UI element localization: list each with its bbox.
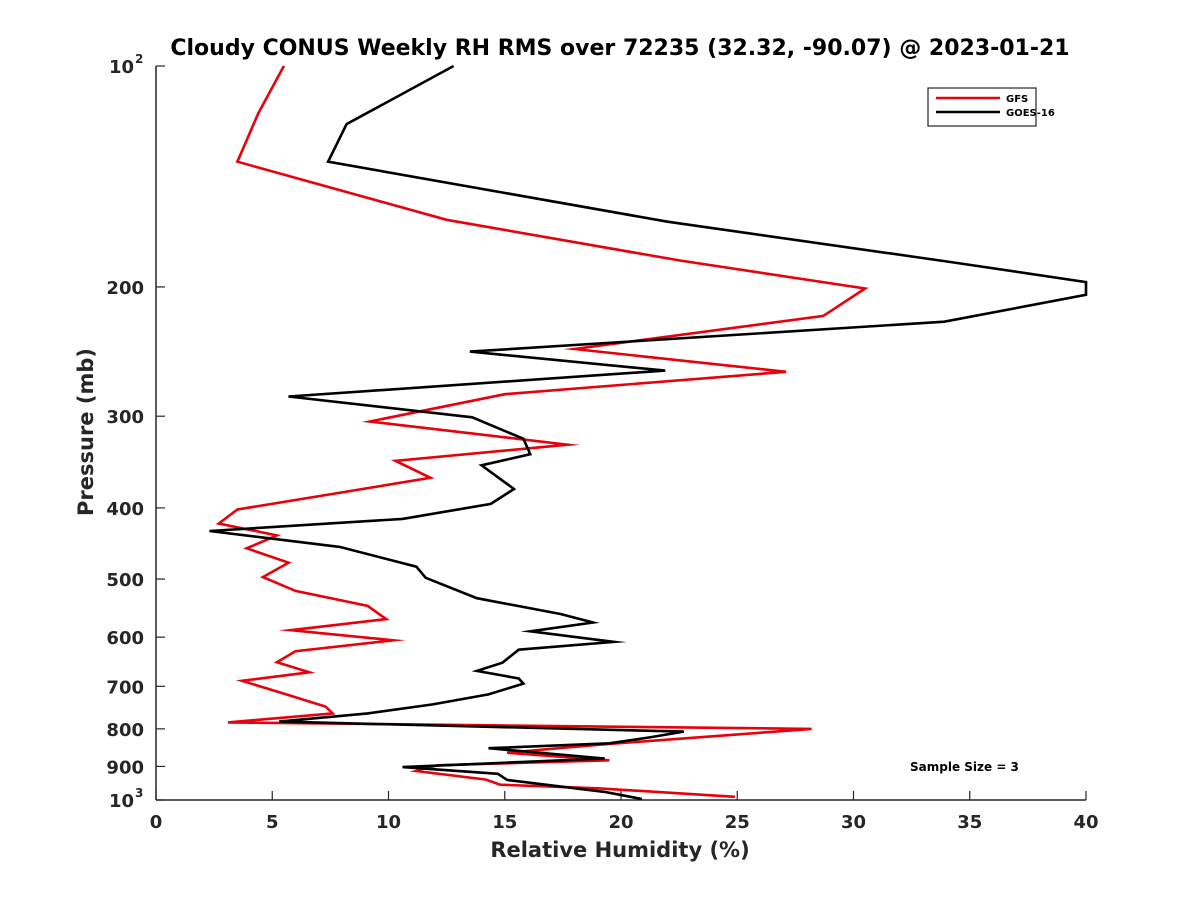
y-axis-label: Pressure (mb) (74, 348, 98, 516)
x-tick-label: 40 (1073, 812, 1098, 833)
x-tick-label: 10 (376, 812, 401, 833)
y-tick-exponent: 3 (135, 786, 143, 800)
y-tick-label-group: 10 3 (109, 786, 143, 812)
y-tick-exponent: 2 (135, 52, 143, 66)
y-tick-label: 800 (106, 720, 144, 741)
y-tick-label-group: 500 (106, 570, 144, 591)
chart-title: Cloudy CONUS Weekly RH RMS over 72235 (3… (170, 36, 1069, 61)
y-tick-label: 600 (106, 628, 144, 649)
series-lines (209, 64, 1088, 801)
x-tick-label: 20 (608, 812, 633, 833)
series-line-goes-16 (209, 64, 1088, 801)
y-tick-label-group: 300 (106, 407, 144, 428)
sample-size-annotation: Sample Size = 3 (910, 760, 1019, 774)
y-tick-label-group: 700 (106, 677, 144, 698)
legend: GFS GOES-16 (927, 87, 1055, 127)
y-tick-label: 900 (106, 757, 144, 778)
legend-label: GFS (1006, 94, 1028, 105)
y-tick-label: 10 (109, 57, 134, 78)
y-tick-label-group: 400 (106, 499, 144, 520)
x-axis-label: Relative Humidity (%) (490, 838, 749, 862)
y-tick-label-group: 200 (106, 278, 144, 299)
x-tick-label: 35 (957, 812, 982, 833)
y-tick-label: 700 (106, 677, 144, 698)
y-tick-label: 500 (106, 570, 144, 591)
legend-label: GOES-16 (1006, 108, 1055, 119)
y-tick-label: 300 (106, 407, 144, 428)
x-tick-label: 15 (492, 812, 517, 833)
x-tick-label: 0 (150, 812, 163, 833)
y-tick-label: 400 (106, 499, 144, 520)
y-tick-label: 10 (109, 791, 134, 812)
y-tick-label-group: 10 2 (109, 52, 143, 78)
x-tick-label: 25 (725, 812, 750, 833)
legend-box (927, 87, 1037, 127)
x-tick-label: 5 (266, 812, 279, 833)
x-tick-label: 30 (841, 812, 866, 833)
y-tick-label-group: 600 (106, 628, 144, 649)
y-tick-label: 200 (106, 278, 144, 299)
y-tick-label-group: 800 (106, 720, 144, 741)
y-tick-label-group: 900 (106, 757, 144, 778)
